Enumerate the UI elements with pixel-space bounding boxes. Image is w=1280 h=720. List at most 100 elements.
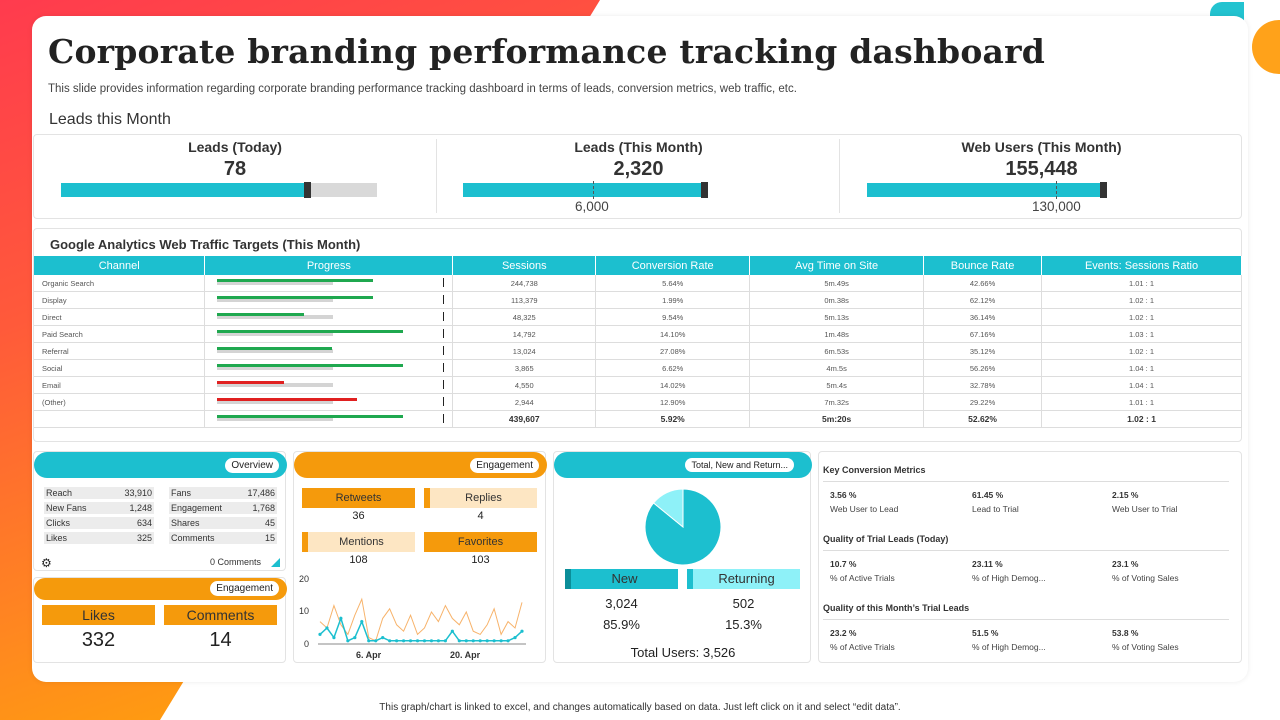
col-header-events-ratio[interactable]: Events: Sessions Ratio bbox=[1041, 256, 1242, 275]
series-point bbox=[450, 629, 454, 633]
kpi-bar-fill bbox=[867, 183, 1100, 197]
series-point bbox=[395, 639, 399, 643]
sessions-cell: 13,024 bbox=[452, 342, 597, 361]
events-ratio-cell: 1.01 : 1 bbox=[1041, 275, 1242, 293]
progress-fill bbox=[217, 398, 358, 402]
col-header-avg-time[interactable]: Avg Time on Site bbox=[749, 256, 925, 275]
series-point bbox=[332, 636, 336, 640]
progress-cell bbox=[204, 342, 454, 361]
series-point bbox=[401, 639, 406, 643]
kpi-leads-month: Leads (This Month) 2,320 6,000 bbox=[437, 135, 840, 219]
series-point bbox=[478, 639, 482, 643]
replies-value: 4 bbox=[477, 510, 484, 522]
kpi-bar-marker bbox=[304, 182, 311, 198]
metric-value: 51.5 % bbox=[972, 628, 999, 638]
avg-time-cell: 6m.53s bbox=[749, 342, 925, 361]
kpi-target-line bbox=[1056, 181, 1057, 199]
events-ratio-cell: 1.04 : 1 bbox=[1041, 359, 1242, 378]
series-point bbox=[381, 636, 385, 640]
ga-total-row: 439,607 5.92% 5m:20s 52.62% 1.02 : 1 bbox=[34, 410, 1242, 429]
channel-cell: Display bbox=[34, 291, 206, 310]
bounce-cell: 42.66% bbox=[923, 275, 1043, 293]
page-title: Corporate branding performance tracking … bbox=[48, 32, 1045, 71]
series-point bbox=[429, 639, 434, 643]
replies-label: Replies bbox=[424, 488, 537, 508]
kpi-bar-fill bbox=[61, 183, 304, 197]
pie-slice-returning bbox=[652, 488, 684, 529]
kpi-value: 155,448 bbox=[1005, 158, 1078, 180]
progress-target-track bbox=[217, 332, 334, 337]
events-ratio-cell: 1.02 : 1 bbox=[1041, 308, 1242, 327]
conversion-cell: 6.62% bbox=[595, 359, 751, 378]
series-point bbox=[325, 626, 329, 630]
metric-label: % of Voting Sales bbox=[1112, 573, 1179, 583]
total-users: Total Users: 3,526 bbox=[630, 645, 736, 660]
users-pie-chart bbox=[644, 488, 722, 566]
col-header-sessions[interactable]: Sessions bbox=[452, 256, 597, 275]
series-point bbox=[513, 636, 517, 640]
y-tick-label: 0 bbox=[304, 639, 309, 649]
divider bbox=[823, 481, 1229, 482]
sessions-cell: 2,944 bbox=[452, 393, 597, 412]
progress-bar bbox=[205, 411, 452, 427]
mentions-value: 108 bbox=[349, 554, 368, 566]
comments-count[interactable]: 0 Comments bbox=[210, 557, 262, 567]
col-header-bounce[interactable]: Bounce Rate bbox=[923, 256, 1043, 275]
progress-bar bbox=[205, 360, 452, 376]
sessions-cell: 14,792 bbox=[452, 325, 597, 344]
stat-key: Comments bbox=[171, 533, 215, 543]
sessions-cell: 244,738 bbox=[452, 275, 597, 293]
comments-value: 14 bbox=[209, 629, 232, 651]
metric-value: 23.1 % bbox=[1112, 559, 1139, 569]
progress-bar bbox=[205, 343, 452, 359]
engagement-panel: Engagement Retweets Replies 36 4 Mention… bbox=[293, 451, 547, 663]
stat-value: 45 bbox=[264, 518, 275, 528]
table-row: Email 4,550 14.02% 5m.4s 32.78% 1.04 : 1 bbox=[34, 376, 1242, 395]
progress-cell bbox=[204, 325, 454, 344]
divider bbox=[823, 619, 1229, 620]
series-line-teal bbox=[319, 616, 523, 642]
stat-value: 634 bbox=[136, 518, 152, 528]
progress-fill bbox=[217, 296, 374, 300]
progress-target-track bbox=[217, 281, 334, 286]
stat-row: Fans 17,486 bbox=[169, 487, 277, 499]
kpi-web-users: Web Users (This Month) 155,448 130,000 bbox=[840, 135, 1243, 219]
progress-fill bbox=[217, 279, 374, 283]
kpi-label: Leads (This Month) bbox=[574, 139, 703, 155]
events-ratio-cell: 1.02 : 1 bbox=[1041, 410, 1242, 429]
col-header-conversion[interactable]: Conversion Rate bbox=[595, 256, 751, 275]
kpi-target: 130,000 bbox=[1032, 199, 1081, 214]
channel-cell: Direct bbox=[34, 308, 206, 327]
progress-cell bbox=[204, 376, 454, 395]
series-point bbox=[422, 639, 427, 643]
conversion-cell: 14.10% bbox=[595, 325, 751, 344]
series-point bbox=[492, 639, 496, 643]
table-row: Display 113,379 1.99% 0m.38s 62.12% 1.02 : 1 bbox=[34, 291, 1242, 310]
stat-value: 1,768 bbox=[252, 503, 275, 513]
kpi-panel: Leads (Today) 78 Leads (This Month) 2,32… bbox=[33, 134, 1242, 219]
y-tick-label: 10 bbox=[299, 606, 309, 616]
gear-icon[interactable]: ⚙ bbox=[41, 556, 52, 570]
kpi-bar-marker bbox=[1100, 182, 1107, 198]
x-tick-label: 20. Apr bbox=[450, 650, 481, 660]
metric-label: % of Voting Sales bbox=[1112, 642, 1179, 652]
progress-target-marker bbox=[443, 380, 445, 390]
series-point bbox=[485, 639, 489, 643]
metric-label: Lead to Trial bbox=[972, 504, 1019, 514]
favorites-value: 103 bbox=[471, 554, 490, 566]
col-header-channel[interactable]: Channel bbox=[34, 256, 206, 275]
stat-key: Clicks bbox=[46, 518, 70, 528]
progress-target-marker bbox=[443, 397, 445, 407]
ga-panel: Google Analytics Web Traffic Targets (Th… bbox=[33, 228, 1242, 442]
progress-target-track bbox=[217, 383, 334, 388]
channel-cell: Organic Search bbox=[34, 275, 206, 293]
table-row: Direct 48,325 9.54% 5m.13s 36.14% 1.02 : 1 bbox=[34, 308, 1242, 327]
col-header-progress[interactable]: Progress bbox=[204, 256, 454, 275]
metric-value: 3.56 % bbox=[830, 490, 857, 500]
progress-cell bbox=[204, 275, 454, 293]
conversion-cell: 14.02% bbox=[595, 376, 751, 395]
kpi-label: Web Users (This Month) bbox=[961, 139, 1122, 155]
progress-target-marker bbox=[443, 295, 445, 305]
decor-orange-shape bbox=[1252, 20, 1280, 74]
bounce-cell: 62.12% bbox=[923, 291, 1043, 310]
